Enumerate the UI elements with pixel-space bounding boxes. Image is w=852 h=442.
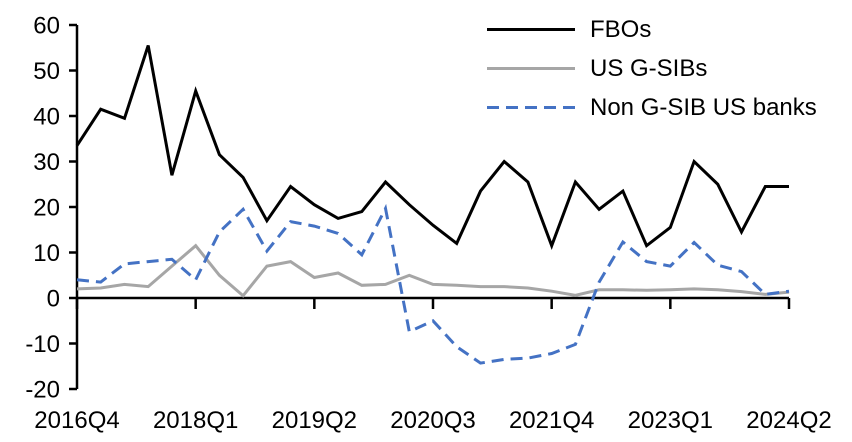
x-tick-label: 2020Q3 <box>390 407 475 434</box>
legend-label-fbos: FBOs <box>590 15 652 43</box>
series-line-us-g-sibs <box>76 243 790 298</box>
us-gsibs-line-sample-icon <box>487 67 575 70</box>
series-line-non-g-sib-us-banks <box>76 203 790 365</box>
x-tick-label: 2024Q2 <box>746 407 831 434</box>
x-tick-label: 2019Q2 <box>272 407 357 434</box>
legend-label-us-gsibs: US G-SIBs <box>590 54 708 82</box>
y-tick-label: 10 <box>33 240 60 267</box>
fbos-line-sample-icon <box>487 28 575 31</box>
legend-item-us-gsibs: US G-SIBs <box>487 49 817 88</box>
chart-legend: FBOs US G-SIBs Non G-SIB US banks <box>487 10 817 127</box>
non-gsib-line-sample-icon <box>487 106 575 109</box>
y-tick-label: 50 <box>33 58 60 85</box>
x-tick-label: 2018Q1 <box>153 407 238 434</box>
legend-item-non-gsib: Non G-SIB US banks <box>487 88 817 127</box>
y-tick-label: -10 <box>25 331 60 358</box>
x-tick-label: 2021Q4 <box>509 407 594 434</box>
series-line-fbos <box>75 45 789 250</box>
legend-item-fbos: FBOs <box>487 10 817 49</box>
y-tick-label: -20 <box>25 377 60 404</box>
y-tick-label: 60 <box>33 13 60 40</box>
x-tick-label: 2016Q4 <box>34 407 119 434</box>
y-tick-label: 30 <box>33 149 60 176</box>
y-tick-label: 40 <box>33 104 60 131</box>
x-tick-label: 2023Q1 <box>628 407 713 434</box>
legend-label-non-gsib: Non G-SIB US banks <box>590 93 817 121</box>
y-tick-label: 20 <box>33 195 60 222</box>
y-tick-label: 0 <box>47 286 60 313</box>
